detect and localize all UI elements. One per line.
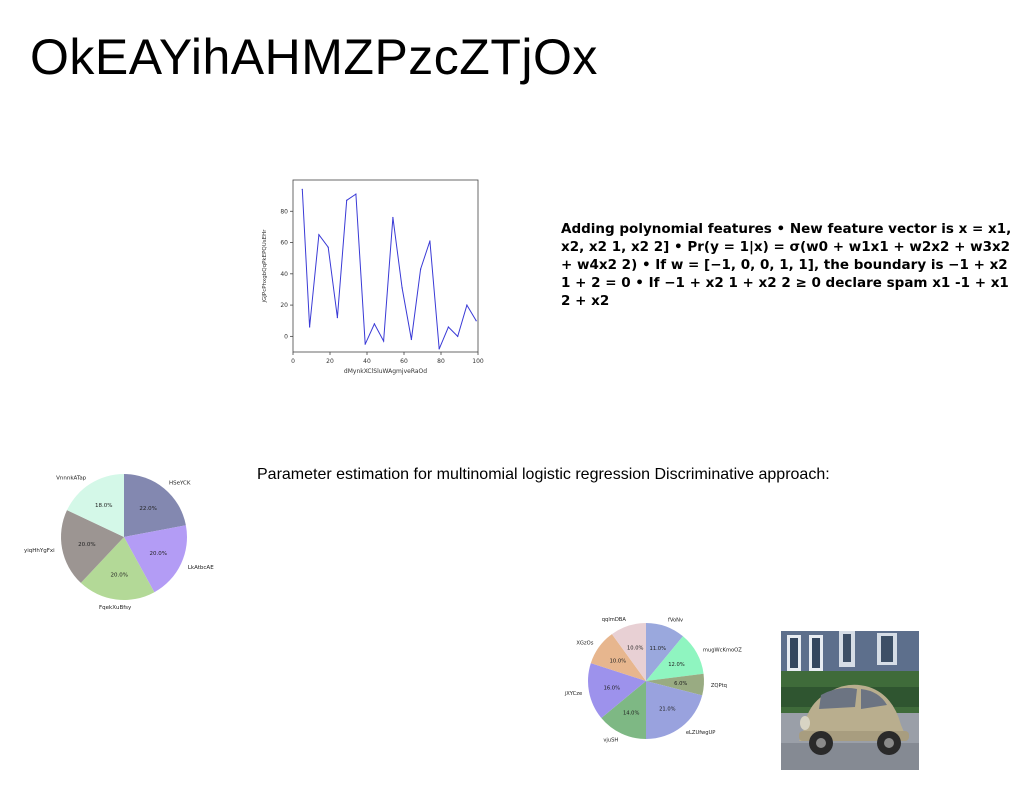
y-axis-label: jGJPcPhxgbQqPkEPQUsEHr bbox=[262, 229, 268, 304]
y-tick-label: 20 bbox=[280, 302, 288, 309]
slice-category-label: fVoNv bbox=[668, 618, 683, 624]
pie-chart-right: 11.0% fVoNv 12.0% mugWcKmoOZ 6.0% ZQPtq 21.0% e… bbox=[564, 617, 742, 744]
slice-value-label: 21.0% bbox=[659, 706, 676, 712]
data-point bbox=[466, 304, 468, 306]
pie-slice bbox=[61, 510, 124, 583]
x-tick-label: 0 bbox=[291, 358, 295, 365]
data-point bbox=[420, 268, 422, 270]
slice-category-label: FqekXuBfsy bbox=[99, 605, 132, 611]
data-point bbox=[438, 348, 440, 350]
series-line bbox=[301, 189, 477, 350]
y-tick-label: 0 bbox=[284, 333, 288, 340]
x-tick-label: 40 bbox=[363, 358, 371, 365]
data-point bbox=[392, 216, 394, 219]
slice-value-label: 18.0% bbox=[95, 503, 112, 509]
data-point bbox=[336, 317, 338, 319]
pie-slice bbox=[646, 636, 704, 681]
pie-chart-left: 22.0% HSeYCK 20.0% LkAtbcAE 20.0% FqekXuBfsy 2… bbox=[24, 474, 214, 611]
pie-slice bbox=[646, 681, 703, 739]
data-point bbox=[401, 287, 403, 289]
data-point bbox=[383, 340, 385, 342]
slice-category-label: eLZUfwgUP bbox=[686, 730, 716, 736]
pie-slice bbox=[124, 525, 187, 593]
slice-value-label: 10.0% bbox=[610, 658, 627, 664]
slice-category-label: ZQPtq bbox=[711, 683, 727, 689]
data-point bbox=[355, 193, 357, 195]
slice-category-label: jXYCze bbox=[564, 691, 582, 697]
data-point bbox=[447, 326, 449, 328]
data-point bbox=[475, 320, 477, 322]
pie-slice bbox=[611, 623, 646, 681]
y-tick-label: 60 bbox=[280, 240, 288, 247]
slice-value-label: 20.0% bbox=[78, 542, 95, 548]
pie-slice bbox=[590, 634, 646, 681]
slice-value-label: 16.0% bbox=[604, 685, 621, 691]
data-point bbox=[346, 199, 348, 201]
slice-value-label: 12.0% bbox=[668, 662, 685, 668]
x-tick-label: 20 bbox=[326, 358, 334, 365]
slice-category-label: qqlmDBA bbox=[602, 617, 627, 623]
x-tick-label: 60 bbox=[400, 358, 408, 365]
slice-category-label: mugWcKmoOZ bbox=[703, 648, 742, 654]
plot-frame bbox=[292, 179, 479, 353]
slice-category-label: VnnnkATap bbox=[56, 475, 87, 481]
slice-value-label: 6.0% bbox=[674, 681, 687, 687]
data-point bbox=[364, 343, 366, 345]
polynomial-features-text: Adding polynomial features • New feature… bbox=[561, 221, 1012, 309]
x-tick-label: 80 bbox=[437, 358, 445, 365]
data-point bbox=[457, 335, 459, 337]
pie-slice bbox=[588, 663, 646, 718]
pie-slice bbox=[124, 474, 186, 537]
data-point bbox=[429, 240, 431, 242]
y-tick-label: 40 bbox=[280, 271, 288, 278]
slice-category-label: LkAtbcAE bbox=[188, 565, 214, 571]
pie-slice bbox=[646, 673, 704, 696]
pie-slice bbox=[67, 474, 124, 537]
data-point bbox=[301, 188, 303, 190]
y-tick-label: 80 bbox=[280, 208, 288, 215]
data-point bbox=[373, 323, 375, 325]
x-tick-label: 100 bbox=[472, 358, 484, 365]
slice-category-label: XGzOs bbox=[576, 641, 593, 647]
estimation-text: Parameter estimation for multinomial log… bbox=[257, 466, 830, 483]
x-axis-label: dMynkXClSluWAgmjveRaOd bbox=[344, 368, 427, 375]
pie-slice bbox=[646, 623, 683, 681]
data-point bbox=[318, 234, 320, 236]
slice-category-label: vjuSH bbox=[603, 738, 618, 744]
slice-value-label: 10.0% bbox=[627, 646, 644, 652]
slice-value-label: 20.0% bbox=[111, 572, 128, 578]
slice-value-label: 20.0% bbox=[149, 551, 166, 557]
page-title: OkEAYihAHMZPzcZTjOx bbox=[30, 29, 598, 85]
slice-category-label: yiqHhYgFxi bbox=[24, 548, 55, 554]
pie-slice bbox=[601, 681, 646, 739]
slice-value-label: 14.0% bbox=[623, 710, 640, 716]
line-chart: 0 20 40 60 80 100 0 20 40 60 80 dMynkXClSluWAgmjveR… bbox=[262, 179, 484, 375]
data-point bbox=[309, 326, 311, 328]
data-point bbox=[410, 338, 412, 341]
slice-value-label: 11.0% bbox=[650, 646, 667, 652]
data-point bbox=[327, 246, 329, 248]
pie-slice bbox=[80, 537, 155, 601]
car-photo bbox=[781, 631, 919, 770]
slice-value-label: 22.0% bbox=[139, 506, 156, 512]
slice-category-label: HSeYCK bbox=[169, 481, 191, 487]
